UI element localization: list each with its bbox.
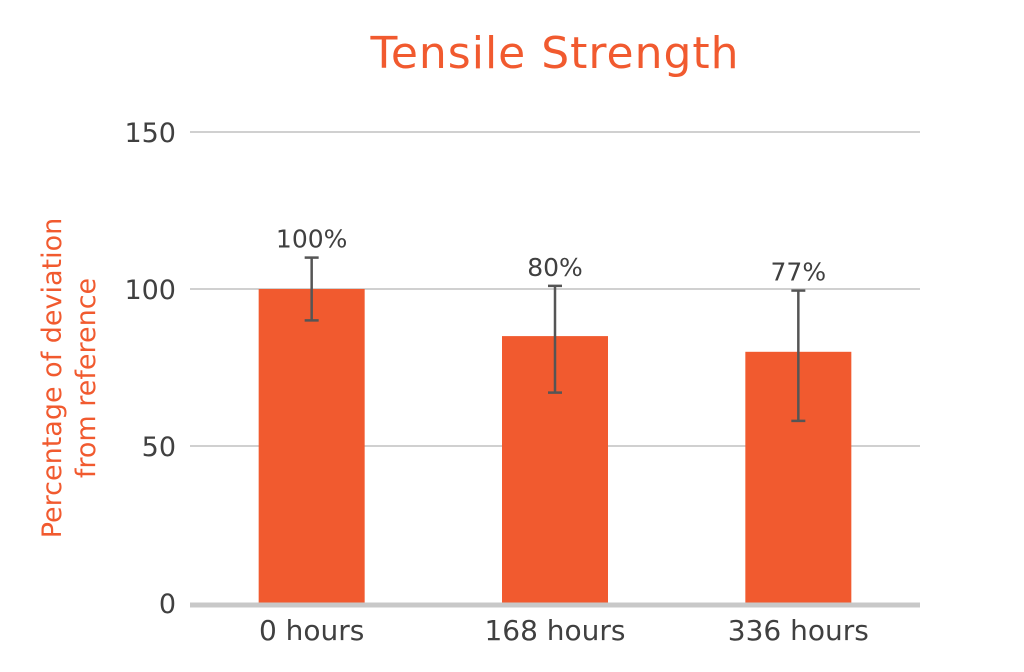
x-tick-label: 336 hours bbox=[728, 614, 869, 647]
y-tick-label: 150 bbox=[124, 118, 176, 149]
bar bbox=[258, 289, 365, 603]
x-tick-label: 168 hours bbox=[484, 614, 625, 647]
x-tick-label: 0 hours bbox=[259, 614, 364, 647]
chart-title: Tensile Strength bbox=[370, 28, 740, 79]
y-tick-label: 50 bbox=[142, 432, 176, 463]
data-label: 80% bbox=[527, 253, 583, 282]
data-label: 100% bbox=[276, 225, 347, 254]
y-tick-label: 100 bbox=[124, 275, 176, 306]
y-tick-label: 0 bbox=[159, 589, 176, 620]
data-label: 77% bbox=[771, 258, 827, 287]
